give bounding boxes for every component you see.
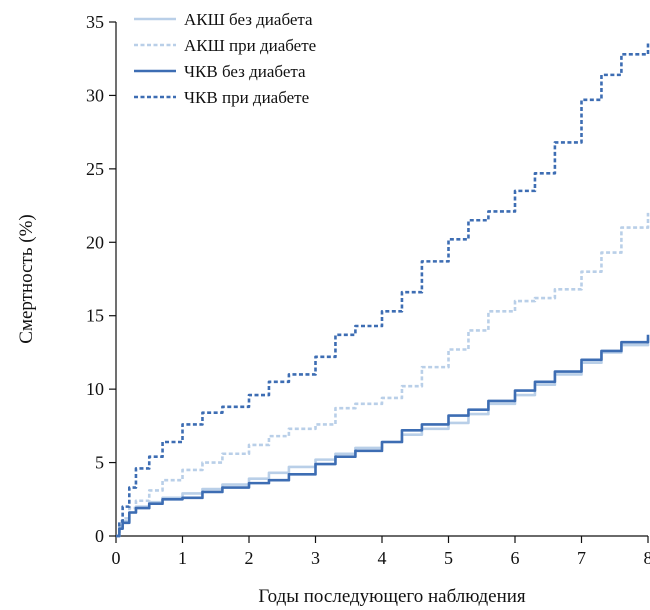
x-tick-label: 0	[112, 548, 121, 568]
x-tick-label: 7	[577, 548, 586, 568]
x-tick-label: 8	[644, 548, 650, 568]
x-tick-label: 4	[378, 548, 387, 568]
series-line-3	[116, 334, 650, 538]
x-tick-label: 1	[178, 548, 187, 568]
y-axis-ticks: 0 5 10 15 20 25 30 35	[86, 12, 116, 546]
legend-label: АКШ без диабета	[184, 10, 313, 29]
y-tick-label: 0	[95, 526, 104, 546]
series-line-4	[116, 41, 650, 538]
legend-label: ЧКВ при диабете	[184, 88, 309, 107]
legend-label: АКШ при диабете	[184, 36, 316, 55]
y-axis-title: Смертность (%)	[16, 214, 37, 343]
x-tick-label: 3	[311, 548, 320, 568]
x-tick-label: 2	[245, 548, 254, 568]
x-tick-label: 6	[511, 548, 520, 568]
x-axis-ticks: 0 1 2 3 4 5 6 7 8	[112, 536, 650, 568]
series-layer	[116, 41, 650, 538]
y-tick-label: 25	[86, 159, 104, 179]
y-tick-label: 10	[86, 379, 104, 399]
y-tick-label: 15	[86, 306, 104, 326]
axes: 0 5 10 15 20 25 30 35 0 1 2 3 4 5 6 7 8	[86, 12, 650, 568]
legend-label: ЧКВ без диабета	[184, 62, 306, 81]
y-tick-label: 35	[86, 12, 104, 32]
legend: АКШ без диабета АКШ при диабете ЧКВ без ди…	[134, 10, 316, 107]
y-tick-label: 5	[95, 453, 104, 473]
x-axis-title: Годы последующего наблюдения	[258, 586, 526, 607]
x-tick-label: 5	[444, 548, 453, 568]
y-tick-label: 30	[86, 85, 104, 105]
y-tick-label: 20	[86, 232, 104, 252]
series-line-2	[116, 212, 650, 538]
series-line-1	[116, 337, 650, 538]
